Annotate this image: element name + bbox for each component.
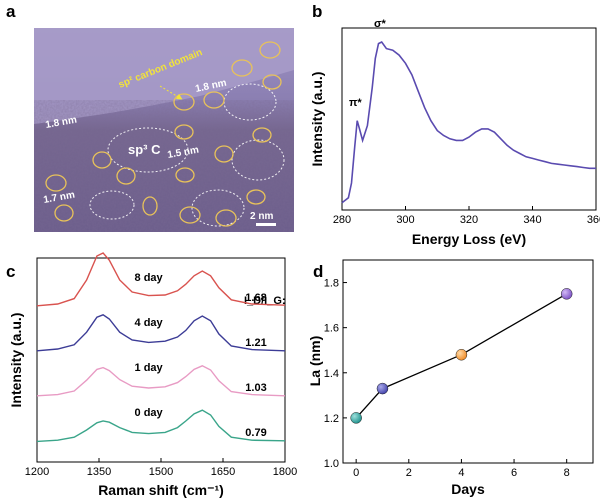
width-label-4: 1.7 nm <box>43 190 76 206</box>
panel-b-xlabel: Energy Loss (eV) <box>412 231 526 247</box>
panel-d-ytick-label: 1.2 <box>324 413 339 425</box>
panel-c-xtick-label: 1200 <box>25 466 49 478</box>
la-point-day-1 <box>376 382 389 395</box>
panel-d-frame <box>342 259 594 464</box>
panel-c-chart: Raman shift (cm⁻¹) Intensity (a.u.) I_D/… <box>8 252 297 498</box>
panel-a-label: a <box>6 2 16 21</box>
panel-c-xtick-label: 1800 <box>273 466 297 478</box>
sp2-domain-circles <box>45 41 282 227</box>
la-point-day-4 <box>455 348 468 361</box>
panel-c-ylabel: Intensity (a.u.) <box>8 313 24 408</box>
panel-b-frame <box>341 27 597 211</box>
pi-star-annotation: π* <box>349 97 362 109</box>
panel-c-xtick-label: 1500 <box>149 466 173 478</box>
panel-d-xtick-label: 2 <box>406 467 412 479</box>
raman-ratio-label: 1.21 <box>245 337 266 349</box>
raman-series-label: 8 day <box>135 272 164 284</box>
panel-b-xtick-label: 360 <box>587 214 600 226</box>
la-point-day-8 <box>560 288 573 300</box>
panel-c-xtick-label: 1350 <box>87 466 111 478</box>
panel-b-label: b <box>312 2 322 21</box>
panel-b-ylabel: Intensity (a.u.) <box>309 72 325 167</box>
raman-series-label: 1 day <box>135 362 164 374</box>
raman-line-8-day <box>36 252 286 307</box>
eels-spectrum-line <box>341 40 596 204</box>
width-label-1: 1.8 nm <box>45 115 78 131</box>
raman-line-1-day <box>36 365 286 397</box>
panel-c-xtick-label: 1650 <box>211 466 235 478</box>
sp3-c-label: sp³ C <box>128 142 161 157</box>
panel-c-label: c <box>6 262 15 281</box>
panel-d-ytick-label: 1.0 <box>324 458 339 470</box>
panel-d-ytick-label: 1.6 <box>324 323 339 335</box>
panel-d-ytick-label: 1.4 <box>324 368 339 380</box>
raman-line-4-day <box>36 314 286 352</box>
panel-b-xtick-label: 320 <box>460 214 478 226</box>
raman-series-label: 4 day <box>135 317 164 329</box>
panel-d-xtick-label: 8 <box>564 467 570 479</box>
panel-b-xtick-label: 340 <box>523 214 541 226</box>
panel-d-ytick-label: 1.8 <box>324 278 339 290</box>
panel-b-xtick-label: 300 <box>396 214 414 226</box>
panel-c-xlabel: Raman shift (cm⁻¹) <box>98 482 224 498</box>
raman-series-label: 0 day <box>135 407 164 419</box>
panel-d-ylabel: La (nm) <box>307 336 323 387</box>
raman-ratio-label: 1.68 <box>245 292 266 304</box>
panel-d-chart: Days La (nm) 0 2 4 6 8 1.0 1.2 1.4 1.6 1.8 <box>307 259 594 497</box>
lattice-texture <box>34 100 294 232</box>
raman-ratio-label: 0.79 <box>245 427 266 439</box>
width-label-3: 1.5 nm <box>167 145 200 161</box>
scale-bar-label: 2 nm <box>250 211 273 222</box>
panel-d-label: d <box>313 262 323 281</box>
panel-d-xlabel: Days <box>451 481 485 497</box>
panel-d-xtick-label: 6 <box>511 467 517 479</box>
panel-d-xtick-label: 0 <box>353 467 359 479</box>
tem-image: sp² carbon domain sp³ C 1.8 nm 1.8 nm 1.… <box>34 28 294 232</box>
scale-bar <box>256 223 276 226</box>
raman-line-0-day <box>36 409 286 443</box>
la-point-day-0 <box>350 412 362 424</box>
sigma-star-annotation: σ* <box>374 18 387 30</box>
raman-ratio-label: 1.03 <box>245 382 266 394</box>
panel-b-chart: Energy Loss (eV) Intensity (a.u.) π* σ* … <box>309 18 600 247</box>
panel-d-xtick-label: 4 <box>458 467 464 479</box>
la-trend-line <box>355 293 568 419</box>
panel-b-xtick-label: 280 <box>333 214 351 226</box>
